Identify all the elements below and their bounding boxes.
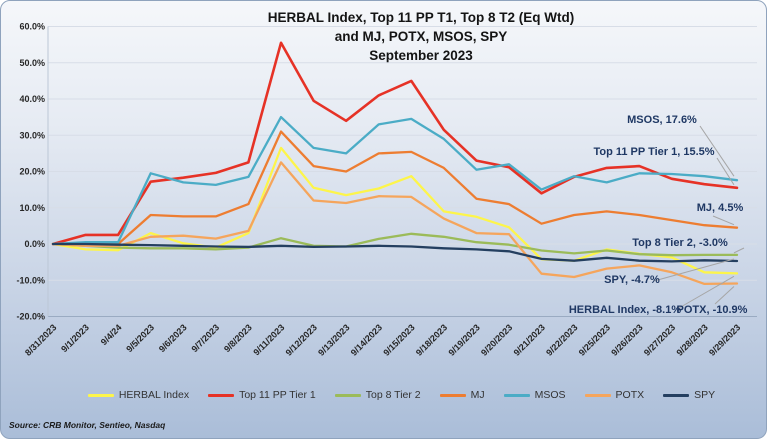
legend-label: HERBAL Index: [119, 389, 189, 401]
legend-swatch: [208, 394, 234, 397]
annotation-label: SPY, -4.7%: [604, 274, 660, 286]
legend-swatch: [504, 394, 530, 397]
annotation-leader: [734, 248, 744, 253]
x-axis-label: 8/31/2023: [23, 322, 58, 357]
x-axis-label: 9/28/2023: [674, 322, 709, 357]
legend-item: Top 11 PP Tier 1: [208, 389, 316, 401]
legend: HERBAL Index Top 11 PP Tier 1 Top 8 Tier 2…: [48, 387, 755, 403]
y-axis-label: 40.0%: [19, 94, 45, 104]
x-axis-label: 9/22/2023: [544, 322, 579, 357]
legend-swatch: [335, 394, 361, 397]
legend-item: POTX: [585, 389, 645, 401]
x-axis-label: 9/6/2023: [157, 322, 189, 354]
source-note: Source: CRB Monitor, Sentieo, Nasdaq: [9, 420, 165, 430]
annotation-label: Top 11 PP Tier 1, 15.5%: [593, 146, 714, 158]
legend-label: MJ: [471, 389, 485, 401]
x-axis-label: 9/12/2023: [284, 322, 319, 357]
legend-item: MJ: [440, 389, 485, 401]
annotation-label: MJ, 4.5%: [697, 202, 744, 214]
y-axis-label: 20.0%: [19, 167, 45, 177]
x-axis-label: 9/21/2023: [512, 322, 547, 357]
x-axis-label: 9/27/2023: [642, 322, 677, 357]
annotation-label: HERBAL Index, -8.1%: [569, 304, 681, 316]
annotation-label: Top 8 Tier 2, -3.0%: [632, 237, 728, 249]
legend-swatch: [663, 394, 689, 397]
x-axis-label: 9/26/2023: [609, 322, 644, 357]
y-axis-label: -20.0%: [16, 312, 45, 322]
x-axis-label: 9/14/2023: [349, 322, 384, 357]
legend-item: SPY: [663, 389, 715, 401]
legend-label: SPY: [694, 389, 715, 401]
x-axis-label: 9/25/2023: [577, 322, 612, 357]
legend-swatch: [88, 394, 114, 397]
legend-label: POTX: [616, 389, 645, 401]
x-axis-label: 9/15/2023: [381, 322, 416, 357]
y-axis-label: 50.0%: [19, 58, 45, 68]
legend-item: Top 8 Tier 2: [335, 389, 421, 401]
legend-label: Top 8 Tier 2: [366, 389, 421, 401]
y-axis-label: 30.0%: [19, 130, 45, 140]
legend-item: MSOS: [504, 389, 566, 401]
y-axis-label: 10.0%: [19, 203, 45, 213]
x-axis-label: 9/4/24: [99, 322, 124, 347]
x-axis-label: 9/7/2023: [189, 322, 221, 354]
annotation-label: POTX, -10.9%: [677, 304, 748, 316]
legend-label: MSOS: [535, 389, 566, 401]
x-axis-label: 9/18/2023: [414, 322, 449, 357]
y-axis-label: 0.0%: [24, 239, 45, 249]
annotation-label: MSOS, 17.6%: [627, 114, 697, 126]
x-axis-label: 9/19/2023: [446, 322, 481, 357]
x-axis-label: 9/13/2023: [316, 322, 351, 357]
legend-swatch: [585, 394, 611, 397]
legend-swatch: [440, 394, 466, 397]
x-axis-label: 9/11/2023: [251, 322, 286, 357]
legend-item: HERBAL Index: [88, 389, 189, 401]
x-axis-label: 9/20/2023: [479, 322, 514, 357]
annotation-leader: [713, 216, 734, 225]
y-axis-label: 60.0%: [19, 22, 45, 32]
x-axis-label: 9/1/2023: [59, 322, 91, 354]
annotation-leader: [715, 287, 734, 304]
y-axis-label: -10.0%: [16, 275, 45, 285]
x-axis-label: 9/5/2023: [124, 322, 156, 354]
legend-label: Top 11 PP Tier 1: [239, 389, 316, 401]
x-axis-label: 9/29/2023: [707, 322, 742, 357]
x-axis-label: 9/8/2023: [222, 322, 254, 354]
